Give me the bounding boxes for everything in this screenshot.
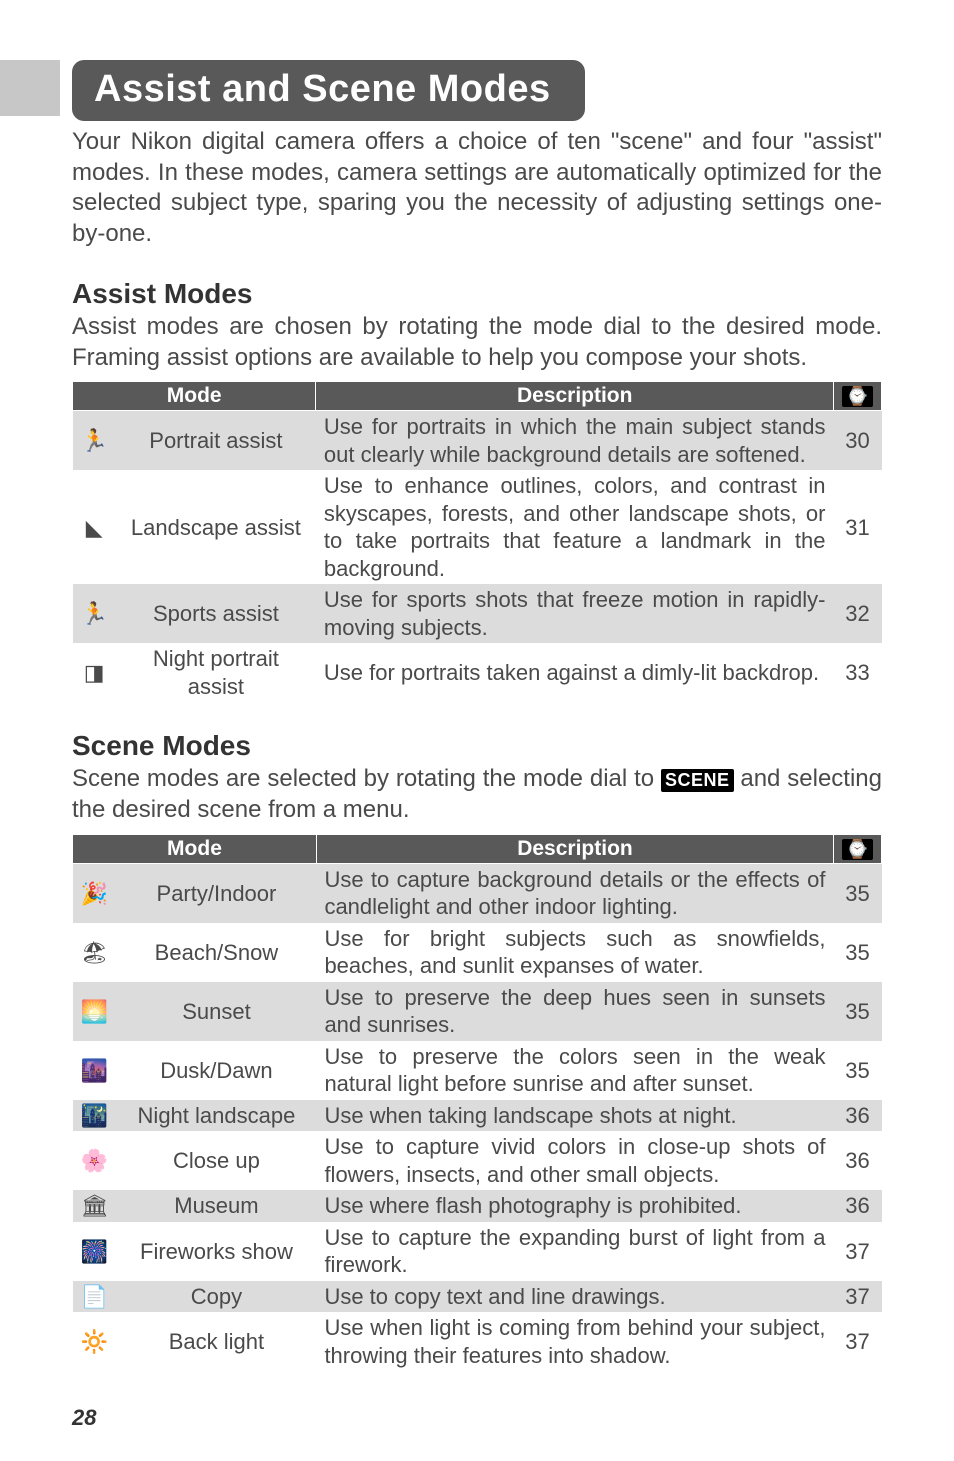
mode-name: Dusk/Dawn [116, 1041, 316, 1100]
mode-icon: 🌃 [73, 1100, 117, 1132]
mode-name: Sunset [116, 982, 316, 1041]
mode-icon: 🌆 [73, 1041, 117, 1100]
mode-page-ref: 36 [834, 1131, 882, 1190]
side-tab [0, 60, 60, 116]
table-row: 🌆Dusk/DawnUse to preserve the colors see… [73, 1041, 882, 1100]
col-mode-header: Mode [73, 834, 317, 863]
mode-icon: 🌅 [73, 982, 117, 1041]
page-title: Assist and Scene Modes [72, 60, 585, 121]
scene-badge: SCENE [661, 769, 734, 792]
assist-text: Assist modes are chosen by rotating the … [72, 312, 882, 373]
mode-page-ref: 37 [834, 1312, 882, 1371]
table-row: 🏖Beach/SnowUse for bright subjects such … [73, 923, 882, 982]
mode-description: Use to capture the expanding burst of li… [316, 1222, 833, 1281]
mode-icon: 📄 [73, 1281, 117, 1313]
mode-name: Back light [116, 1312, 316, 1371]
mode-icon: ◨ [73, 643, 116, 702]
mode-description: Use to preserve the deep hues seen in su… [316, 982, 833, 1041]
mode-name: Landscape assist [116, 470, 316, 584]
table-row: ◣Landscape assistUse to enhance outlines… [73, 470, 882, 584]
mode-description: Use to capture background details or the… [316, 863, 833, 923]
table-row: 📄CopyUse to copy text and line drawings.… [73, 1281, 882, 1313]
mode-icon: 🌸 [73, 1131, 117, 1190]
mode-page-ref: 35 [834, 863, 882, 923]
mode-description: Use where flash photography is prohibite… [316, 1190, 833, 1222]
mode-name: Fireworks show [116, 1222, 316, 1281]
mode-icon: 🎆 [73, 1222, 117, 1281]
table-row: 🔆Back lightUse when light is coming from… [73, 1312, 882, 1371]
mode-page-ref: 37 [834, 1222, 882, 1281]
mode-name: Copy [116, 1281, 316, 1313]
col-mode-header: Mode [73, 382, 316, 411]
mode-page-ref: 30 [834, 411, 882, 471]
page: Assist and Scene Modes Your Nikon digita… [0, 60, 954, 1461]
mode-page-ref: 35 [834, 923, 882, 982]
page-number: 28 [72, 1405, 954, 1431]
mode-description: Use to enhance outlines, colors, and con… [316, 470, 834, 584]
mode-page-ref: 31 [834, 470, 882, 584]
table-row: ◨Night portrait assistUse for portraits … [73, 643, 882, 702]
mode-icon: 🏃 [73, 411, 116, 471]
mode-description: Use when light is coming from behind you… [316, 1312, 833, 1371]
scene-table: Mode Description ⌚ 🎉Party/IndoorUse to c… [72, 834, 882, 1372]
table-row: 🌸Close upUse to capture vivid colors in … [73, 1131, 882, 1190]
mode-icon: 🏖 [73, 923, 117, 982]
mode-description: Use to copy text and line drawings. [316, 1281, 833, 1313]
mode-description: Use for bright subjects such as snowfiel… [316, 923, 833, 982]
mode-page-ref: 32 [834, 584, 882, 643]
mode-page-ref: 36 [834, 1190, 882, 1222]
mode-description: Use to capture vivid colors in close-up … [316, 1131, 833, 1190]
mode-page-ref: 37 [834, 1281, 882, 1313]
mode-description: Use when taking landscape shots at night… [316, 1100, 833, 1132]
mode-name: Portrait assist [116, 411, 316, 471]
mode-page-ref: 36 [834, 1100, 882, 1132]
col-desc-header: Description [316, 834, 833, 863]
mode-description: Use for portraits in which the main subj… [316, 411, 834, 471]
page-ref-icon: ⌚ [842, 386, 872, 407]
mode-icon: 🔆 [73, 1312, 117, 1371]
mode-name: Night portrait assist [116, 643, 316, 702]
table-row: 🏃Sports assistUse for sports shots that … [73, 584, 882, 643]
mode-icon: 🎉 [73, 863, 117, 923]
mode-page-ref: 35 [834, 1041, 882, 1100]
mode-description: Use for sports shots that freeze motion … [316, 584, 834, 643]
col-desc-header: Description [316, 382, 834, 411]
scene-text-pre: Scene modes are selected by rotating the… [72, 765, 661, 792]
mode-page-ref: 33 [834, 643, 882, 702]
scene-text: Scene modes are selected by rotating the… [72, 764, 882, 825]
assist-table: Mode Description ⌚ 🏃Portrait assistUse f… [72, 381, 882, 702]
mode-description: Use to preserve the colors seen in the w… [316, 1041, 833, 1100]
table-row: 🎉Party/IndoorUse to capture background d… [73, 863, 882, 923]
mode-icon: 🏃 [73, 584, 116, 643]
mode-name: Party/Indoor [116, 863, 316, 923]
mode-page-ref: 35 [834, 982, 882, 1041]
scene-heading: Scene Modes [72, 730, 882, 762]
table-row: 🌅SunsetUse to preserve the deep hues see… [73, 982, 882, 1041]
intro-text: Your Nikon digital camera offers a choic… [72, 127, 882, 250]
table-row: 🎆Fireworks showUse to capture the expand… [73, 1222, 882, 1281]
col-page-header: ⌚ [834, 382, 882, 411]
mode-name: Sports assist [116, 584, 316, 643]
table-header-row: Mode Description ⌚ [73, 382, 882, 411]
mode-description: Use for portraits taken against a dimly-… [316, 643, 834, 702]
table-row: 🏃Portrait assistUse for portraits in whi… [73, 411, 882, 471]
table-header-row: Mode Description ⌚ [73, 834, 882, 863]
mode-icon: ◣ [73, 470, 116, 584]
mode-icon: 🏛 [73, 1190, 117, 1222]
mode-name: Museum [116, 1190, 316, 1222]
table-row: 🌃Night landscapeUse when taking landscap… [73, 1100, 882, 1132]
page-ref-icon: ⌚ [842, 839, 872, 860]
mode-name: Beach/Snow [116, 923, 316, 982]
mode-name: Night landscape [116, 1100, 316, 1132]
assist-heading: Assist Modes [72, 278, 882, 310]
title-wrap: Assist and Scene Modes [72, 60, 954, 121]
mode-name: Close up [116, 1131, 316, 1190]
col-page-header: ⌚ [834, 834, 882, 863]
table-row: 🏛MuseumUse where flash photography is pr… [73, 1190, 882, 1222]
